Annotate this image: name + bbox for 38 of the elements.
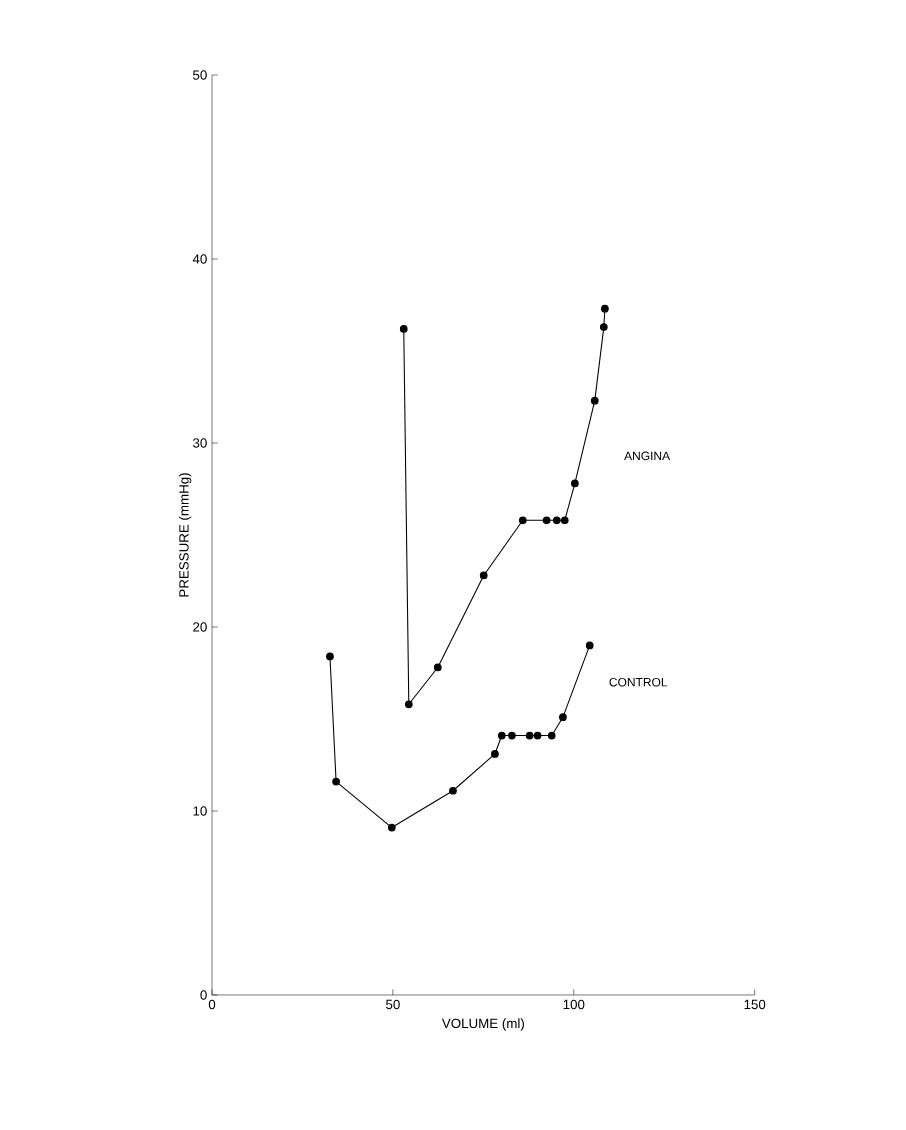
x-tick-label: 50: [386, 999, 400, 1010]
point: [585, 641, 594, 650]
point: [590, 396, 599, 405]
point: [479, 571, 488, 580]
point: [533, 731, 542, 740]
point: [433, 663, 442, 672]
text: ANGINA: [624, 451, 671, 461]
point: [508, 731, 516, 740]
x-tick-label: 0: [208, 999, 216, 1010]
point: [599, 323, 608, 331]
point: [552, 516, 561, 525]
x-axis-title: VOLUME (ml): [441, 1018, 524, 1031]
point: [601, 304, 609, 313]
point: [525, 731, 534, 740]
point: [560, 516, 569, 525]
x-tick-label: 100: [563, 999, 585, 1010]
point: [559, 713, 567, 722]
point: [332, 777, 340, 786]
point: [497, 731, 506, 740]
y-tick-label: 10: [193, 806, 207, 816]
point: [542, 516, 551, 525]
y-axis-title: PRESSURE (mmHg): [178, 473, 192, 597]
y-tick-label: 20: [193, 622, 207, 632]
point: [518, 516, 527, 525]
point: [399, 325, 408, 333]
point: [449, 786, 457, 795]
point: [571, 479, 579, 488]
point: [404, 700, 413, 709]
text: CONTROL: [609, 677, 668, 687]
point: [547, 731, 556, 740]
point: [326, 652, 334, 661]
x-tick-label: 150: [744, 999, 766, 1010]
point: [491, 750, 499, 758]
y-tick-label: 0: [200, 990, 207, 1000]
y-tick-label: 40: [192, 254, 207, 264]
y-tick-label: 50: [193, 70, 207, 80]
y-tick-label: 30: [192, 438, 207, 448]
point: [387, 823, 396, 832]
